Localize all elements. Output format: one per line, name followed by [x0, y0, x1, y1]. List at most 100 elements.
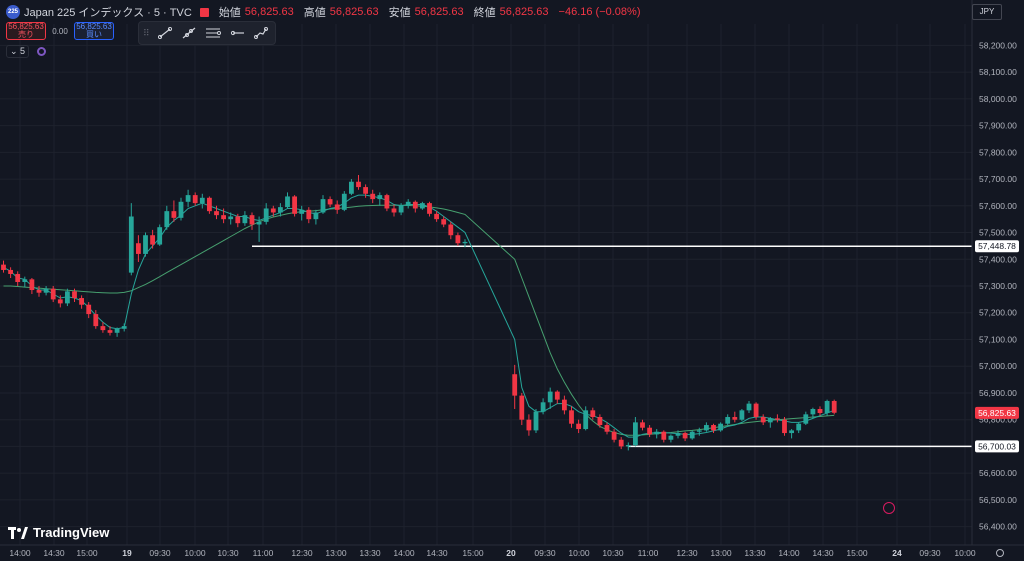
- candle-body: [746, 403, 752, 411]
- candle-body: [554, 391, 560, 400]
- trade-panel: 56,825.63 売り 0.00 56,825.63 買い: [6, 22, 114, 40]
- price-label-bg: [975, 440, 1019, 453]
- candle: [696, 427, 702, 436]
- candle: [43, 286, 49, 296]
- price-tick-label: 58,100.00: [979, 67, 1017, 77]
- candle-body: [50, 288, 56, 300]
- candle-body: [128, 216, 134, 273]
- candle: [114, 327, 120, 337]
- time-tick-label: 24: [892, 548, 902, 558]
- candle: [185, 189, 191, 208]
- candle: [640, 419, 645, 431]
- trend-line-icon[interactable]: [157, 26, 173, 40]
- interval-toggle[interactable]: ⌄ 5: [6, 45, 30, 58]
- candle: [803, 411, 809, 426]
- candle-body: [292, 196, 297, 214]
- candle-body: [462, 241, 468, 244]
- candle: [299, 205, 305, 221]
- time-tick-label: 13:00: [710, 548, 732, 558]
- candle: [519, 392, 525, 426]
- candle: [611, 429, 617, 443]
- candle-body: [178, 201, 184, 218]
- buy-label: 買い: [86, 30, 102, 39]
- candle-body: [711, 425, 716, 431]
- candle-body: [775, 418, 780, 420]
- candle: [831, 399, 837, 415]
- time-tick-label: 10:30: [602, 548, 624, 558]
- price-tick-label: 58,000.00: [979, 94, 1017, 104]
- candle-body: [796, 423, 802, 431]
- candle-body: [640, 422, 645, 428]
- spread-value: 0.00: [52, 26, 68, 36]
- candle-body: [207, 197, 212, 212]
- candle: [824, 399, 830, 416]
- candle: [441, 216, 447, 228]
- candle-body: [214, 211, 219, 216]
- gear-icon[interactable]: [996, 549, 1004, 557]
- candle: [100, 322, 106, 333]
- tradingview-mark-icon: [8, 526, 28, 539]
- candle-body: [79, 298, 84, 305]
- candle: [547, 387, 553, 409]
- indicator-icon[interactable]: [37, 47, 47, 56]
- candle-body: [533, 411, 539, 431]
- symbol-logo: 225: [6, 5, 20, 19]
- candle-body: [654, 431, 660, 435]
- candle: [199, 193, 205, 209]
- candle: [50, 286, 56, 303]
- legend: 225 Japan 225 インデックス · 5 · TVC 始値 56,825.…: [6, 4, 640, 20]
- candle: [214, 205, 219, 220]
- buy-button[interactable]: 56,825.63 買い: [74, 22, 114, 40]
- grip-icon[interactable]: ⠿: [143, 27, 150, 38]
- candle-body: [242, 215, 248, 224]
- candle: [526, 414, 532, 436]
- low-label: 安値: [388, 7, 411, 19]
- candle: [228, 212, 234, 225]
- candle-body: [682, 433, 688, 439]
- fib-icon[interactable]: [205, 26, 221, 40]
- ray-icon[interactable]: [181, 26, 197, 40]
- flag-icon[interactable]: [199, 7, 209, 17]
- candle-body: [256, 221, 262, 225]
- candle: [412, 200, 418, 213]
- candle-body: [143, 235, 148, 254]
- candle: [143, 232, 148, 257]
- candle-body: [427, 203, 432, 214]
- candle: [704, 422, 709, 432]
- nav-icon[interactable]: [883, 502, 895, 514]
- candle: [29, 277, 35, 295]
- candle: [320, 195, 326, 214]
- price-labels: 57,448.78 56,825.63 56,700.03: [975, 240, 1019, 453]
- candle-body: [228, 216, 234, 220]
- candle-body: [341, 193, 347, 210]
- candle: [363, 184, 368, 198]
- candle: [817, 406, 823, 416]
- time-tick-label: 12:30: [291, 548, 313, 558]
- candle-body: [349, 181, 354, 194]
- candle-body: [114, 328, 120, 333]
- candle-body: [22, 279, 28, 282]
- candle: [121, 323, 127, 332]
- path-icon[interactable]: [253, 26, 269, 40]
- chart-grid: [0, 24, 972, 545]
- horizontal-ray-icon[interactable]: [229, 26, 245, 40]
- candle: [789, 429, 794, 439]
- candle: [782, 417, 787, 436]
- sell-button[interactable]: 56,825.63 売り: [6, 22, 46, 40]
- time-axis: 14:00 14:30 15:00 19 09:30 10:00 10:30 11:00 12:…: [0, 544, 1024, 558]
- symbol-title[interactable]: Japan 225 インデックス · 5 · TVC: [24, 7, 192, 19]
- candle: [79, 295, 84, 309]
- moving-average-fast: [3, 194, 835, 438]
- candle-body: [377, 195, 383, 200]
- candle-body: [86, 304, 92, 315]
- candle-body: [36, 290, 42, 293]
- candle-body: [618, 439, 624, 447]
- candle: [746, 400, 752, 414]
- currency-selector[interactable]: JPY: [972, 4, 1002, 20]
- candle: [796, 422, 802, 434]
- candle-body: [576, 423, 581, 430]
- candle: [398, 203, 404, 216]
- candle-body: [633, 422, 638, 446]
- candle: [192, 192, 198, 206]
